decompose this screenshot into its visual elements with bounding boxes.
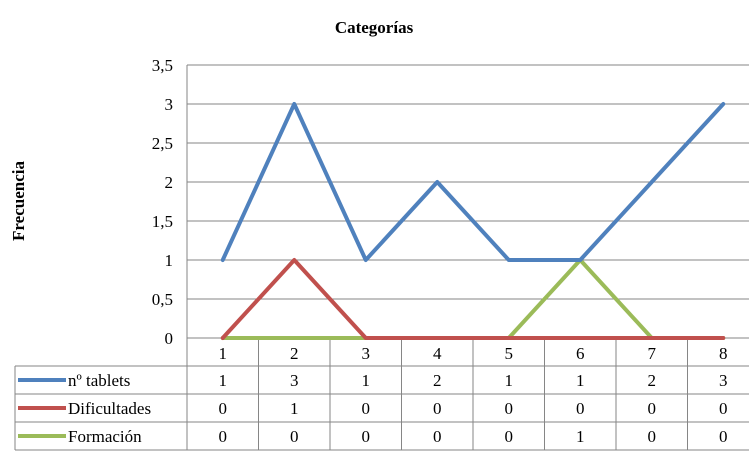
series-line-1 [220,102,726,262]
data-table: 1 2 3 4 5 6 7 8 nº tablets 1 3 1 2 1 1 2 3 Dificultades 0 1… [14,338,749,451]
y-tick-label: 0 [165,329,174,348]
x-tick-label: 5 [505,344,514,363]
x-tick-label: 4 [433,344,442,363]
legend-label: Dificultades [68,399,151,418]
table-cell-value: 0 [505,399,514,418]
table-cell-value: 0 [505,427,514,446]
table-cell-value: 1 [362,371,371,390]
table-cell-value: 0 [219,399,228,418]
table-cell-value: 0 [219,427,228,446]
table-cell-value: 2 [433,371,442,390]
y-tick-label: 3,5 [152,56,173,75]
y-tick-label: 0,5 [152,290,173,309]
gridlines [186,64,749,339]
table-cell-value: 0 [719,399,728,418]
x-tick-label: 1 [219,344,228,363]
y-axis-label: Frecuencia [9,161,28,241]
y-tick-labels: 0 0,5 1 1,5 2 2,5 3 3,5 [152,56,173,348]
legend-label: Formación [68,427,142,446]
legend-label: nº tablets [68,371,130,390]
y-tick-label: 3 [165,95,174,114]
table-cell-value: 0 [648,399,657,418]
table-cell-value: 0 [290,427,299,446]
y-tick-label: 1,5 [152,212,173,231]
table-cell-value: 1 [219,371,228,390]
table-cell-value: 1 [576,371,585,390]
chart-title: Categorías [335,18,414,37]
x-tick-label: 8 [719,344,728,363]
x-tick-label: 7 [648,344,657,363]
y-tick-label: 1 [165,251,174,270]
table-cell-value: 1 [576,427,585,446]
table-cell-value: 0 [719,427,728,446]
table-cell-value: 0 [433,399,442,418]
table-cell-value: 0 [362,399,371,418]
table-cell-value: 3 [719,371,728,390]
table-cell-value: 1 [290,399,299,418]
table-cell-value: 0 [362,427,371,446]
series-lines [220,102,726,340]
y-tick-label: 2,5 [152,134,173,153]
table-cell-value: 1 [505,371,514,390]
table-cell-value: 0 [576,399,585,418]
table-cell-value: 3 [290,371,299,390]
x-tick-label: 3 [362,344,371,363]
table-cell-value: 0 [648,427,657,446]
table-cell-value: 2 [648,371,657,390]
x-tick-label: 2 [290,344,299,363]
x-tick-label: 6 [576,344,585,363]
series-line-2 [220,258,726,340]
y-tick-label: 2 [165,173,174,192]
table-cell-value: 0 [433,427,442,446]
